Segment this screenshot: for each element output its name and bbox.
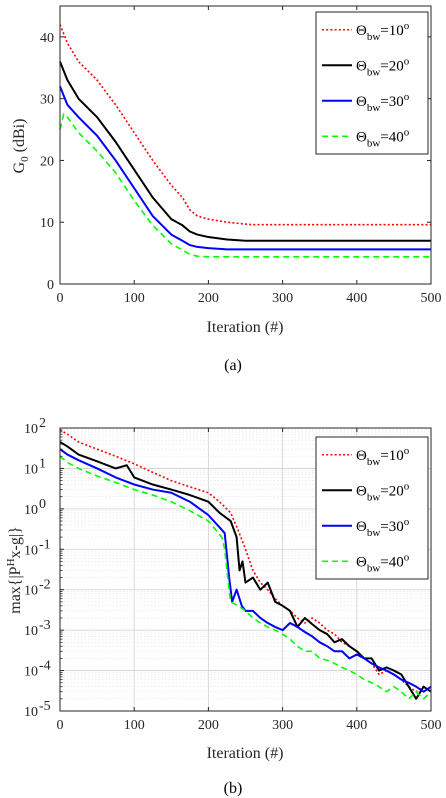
x-tick-label: 300 <box>272 718 293 733</box>
x-tick-label: 100 <box>124 718 145 733</box>
x-tick-label: 500 <box>421 718 442 733</box>
y-tick-label: 10 <box>24 422 38 437</box>
series-line-3 <box>59 85 431 251</box>
x-tick-label: 100 <box>124 291 145 306</box>
y-tick-label: 30 <box>40 93 54 108</box>
legend-label-2: Θbw=20o <box>356 480 410 503</box>
y-tick-label: 10 <box>24 665 38 680</box>
y-tick-exponent: -3 <box>39 618 51 633</box>
y-tick-label: 10 <box>24 462 38 477</box>
y-tick-label: 10 <box>24 543 38 558</box>
y-tick-label: 10 <box>40 216 54 231</box>
panel-b-x-axis-label: Iteration (#) <box>207 745 284 762</box>
x-tick-label: 0 <box>57 291 64 306</box>
y-tick-exponent: -5 <box>39 699 51 714</box>
legend-label-3: Θbw=30o <box>356 91 410 114</box>
panel-a-plot-frame <box>59 5 432 285</box>
panel-b-series-group <box>59 429 432 700</box>
series-line-2 <box>59 61 431 242</box>
panel-b-plot-frame <box>59 427 432 712</box>
legend-label-4: Θbw=40o <box>356 126 410 149</box>
panel-a-y-axis-label: G0 (dBi) <box>11 119 31 174</box>
panel-a-caption: (a) <box>224 357 242 374</box>
x-tick-label: 300 <box>272 291 293 306</box>
legend-label-2: Θbw=20o <box>356 55 410 78</box>
y-tick-exponent: -2 <box>39 578 51 593</box>
y-tick-exponent: -4 <box>39 659 51 674</box>
series-line-4 <box>59 455 432 700</box>
legend-label-1: Θbw=10o <box>356 20 410 43</box>
y-tick-label: 20 <box>40 154 54 169</box>
y-tick-label: 10 <box>24 705 38 720</box>
panel-a-series-group <box>59 24 431 258</box>
legend-box <box>315 436 429 580</box>
y-tick-exponent: -1 <box>39 537 51 552</box>
x-tick-label: 200 <box>198 718 219 733</box>
y-tick-exponent: 1 <box>39 456 46 471</box>
y-tick-label: 10 <box>24 584 38 599</box>
panel-b-legend: Θbw=10o Θbw=20o Θbw=30o Θbw=40o <box>315 436 429 580</box>
series-line-2 <box>59 441 432 700</box>
x-tick-label: 200 <box>198 291 219 306</box>
y-tick-label: 10 <box>24 624 38 639</box>
legend-box <box>315 11 429 155</box>
y-tick-exponent: 0 <box>39 497 46 512</box>
panel-a-legend: Θbw=10o Θbw=20o Θbw=30o Θbw=40o <box>315 11 429 155</box>
panel-b-caption: (b) <box>224 780 243 797</box>
legend-label-4: Θbw=40o <box>356 551 410 574</box>
panel-b-y-axis-label: max{|PHx-g|} <box>5 526 24 614</box>
y-tick-label: 0 <box>47 278 54 293</box>
x-tick-label: 500 <box>421 291 442 306</box>
y-tick-exponent: 2 <box>39 416 46 431</box>
series-line-3 <box>59 448 432 693</box>
y-tick-label: 40 <box>40 31 54 46</box>
x-tick-label: 400 <box>346 718 367 733</box>
x-tick-label: 0 <box>57 718 64 733</box>
panel-a-x-axis-label: Iteration (#) <box>207 319 284 336</box>
series-line-4 <box>59 113 431 258</box>
y-tick-label: 10 <box>24 503 38 518</box>
x-tick-label: 400 <box>346 291 367 306</box>
legend-label-1: Θbw=10o <box>356 445 410 468</box>
legend-label-3: Θbw=30o <box>356 516 410 539</box>
